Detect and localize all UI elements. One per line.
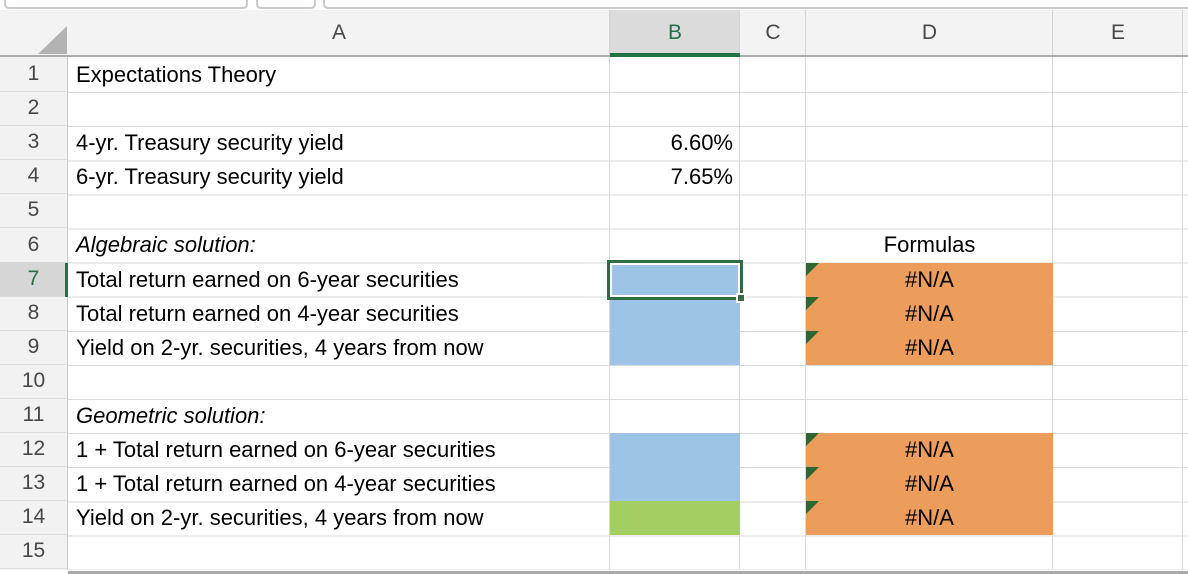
row-header-2[interactable]: 2 xyxy=(0,91,67,126)
formula-bar[interactable] xyxy=(323,0,1188,9)
row-header-3[interactable]: 3 xyxy=(0,125,67,160)
row-header-15[interactable]: 15 xyxy=(0,534,67,569)
row-header-6[interactable]: 6 xyxy=(0,228,67,263)
error-indicator-icon xyxy=(806,331,819,344)
fx-button[interactable] xyxy=(256,0,316,9)
cell-D8[interactable]: #N/A xyxy=(905,301,954,326)
select-all-icon[interactable] xyxy=(38,26,67,54)
header-divider xyxy=(1182,10,1183,55)
error-indicator-icon xyxy=(806,297,819,310)
row-header-11[interactable]: 11 xyxy=(0,398,67,433)
cell-A3[interactable]: 4-yr. Treasury security yield xyxy=(76,130,344,155)
selected-row-indicator xyxy=(65,263,68,297)
cell-A7[interactable]: Total return earned on 6-year securities xyxy=(76,267,459,292)
error-indicator-icon xyxy=(806,501,819,514)
row-header-8[interactable]: 8 xyxy=(0,296,67,331)
cell-range-D7-D9-fill[interactable] xyxy=(806,263,1053,365)
row-header-14[interactable]: 14 xyxy=(0,500,67,535)
row-header-5[interactable]: 5 xyxy=(0,193,67,228)
header-divider xyxy=(609,10,610,55)
column-header-b-selection-bar xyxy=(610,53,740,57)
vertical-gridline xyxy=(1182,57,1183,570)
active-cell-selection-B7[interactable] xyxy=(607,260,746,303)
row-header-4[interactable]: 4 xyxy=(0,159,67,194)
column-header-d[interactable]: D xyxy=(921,21,938,44)
error-indicator-icon xyxy=(806,467,819,480)
cell-B3[interactable]: 6.60% xyxy=(670,130,733,155)
bottom-edge-divider xyxy=(68,571,1188,574)
header-divider xyxy=(739,10,740,55)
row-header-1[interactable]: 1 xyxy=(0,57,67,92)
vertical-gridline xyxy=(805,57,806,570)
cell-D12[interactable]: #N/A xyxy=(905,437,954,462)
cell-range-B7-B9-fill[interactable] xyxy=(610,263,740,365)
error-indicator-icon xyxy=(806,263,819,276)
cell-A6[interactable]: Algebraic solution: xyxy=(76,232,256,257)
name-box[interactable] xyxy=(4,0,248,9)
error-indicator-icon xyxy=(806,433,819,446)
cell-range-D12-D14-fill[interactable] xyxy=(806,433,1053,535)
column-header-c[interactable]: C xyxy=(765,21,781,44)
cell-B4[interactable]: 7.65% xyxy=(670,164,733,189)
header-divider xyxy=(805,10,806,55)
column-header-a[interactable]: A xyxy=(331,21,346,44)
cell-A9[interactable]: Yield on 2-yr. securities, 4 years from … xyxy=(76,335,484,360)
row-header-9[interactable]: 9 xyxy=(0,330,67,365)
row-header-7[interactable]: 7 xyxy=(0,262,67,297)
cell-A13[interactable]: 1 + Total return earned on 4-year securi… xyxy=(76,471,496,496)
column-header-e[interactable]: E xyxy=(1110,21,1125,44)
row-header-column: 1 2 3 4 5 6 7 8 9 10 11 12 13 14 15 xyxy=(0,57,68,570)
vertical-gridline xyxy=(609,57,610,570)
header-divider xyxy=(1052,10,1053,55)
cell-D13[interactable]: #N/A xyxy=(905,471,954,496)
cell-range-B12-B13-fill[interactable] xyxy=(610,433,740,501)
column-header-band xyxy=(0,10,1188,57)
column-header-b-highlight xyxy=(610,10,740,55)
cell-A14[interactable]: Yield on 2-yr. securities, 4 years from … xyxy=(76,505,484,530)
cell-A11[interactable]: Geometric solution: xyxy=(76,403,266,428)
fill-handle[interactable] xyxy=(736,293,746,303)
cell-D6[interactable]: Formulas xyxy=(883,232,976,257)
column-header-b[interactable]: B xyxy=(667,21,682,44)
row-header-10[interactable]: 10 xyxy=(0,364,67,399)
row-header-13[interactable]: 13 xyxy=(0,466,67,501)
cell-A8[interactable]: Total return earned on 4-year securities xyxy=(76,301,459,326)
cell-A1[interactable]: Expectations Theory xyxy=(76,62,277,87)
cell-D14[interactable]: #N/A xyxy=(905,505,954,530)
cell-B14-fill[interactable] xyxy=(610,501,740,535)
cell-D9[interactable]: #N/A xyxy=(905,335,954,360)
cell-A4[interactable]: 6-yr. Treasury security yield xyxy=(76,164,344,189)
cell-D7[interactable]: #N/A xyxy=(905,267,954,292)
cell-A12[interactable]: 1 + Total return earned on 6-year securi… xyxy=(76,437,496,462)
row-header-12[interactable]: 12 xyxy=(0,432,67,467)
